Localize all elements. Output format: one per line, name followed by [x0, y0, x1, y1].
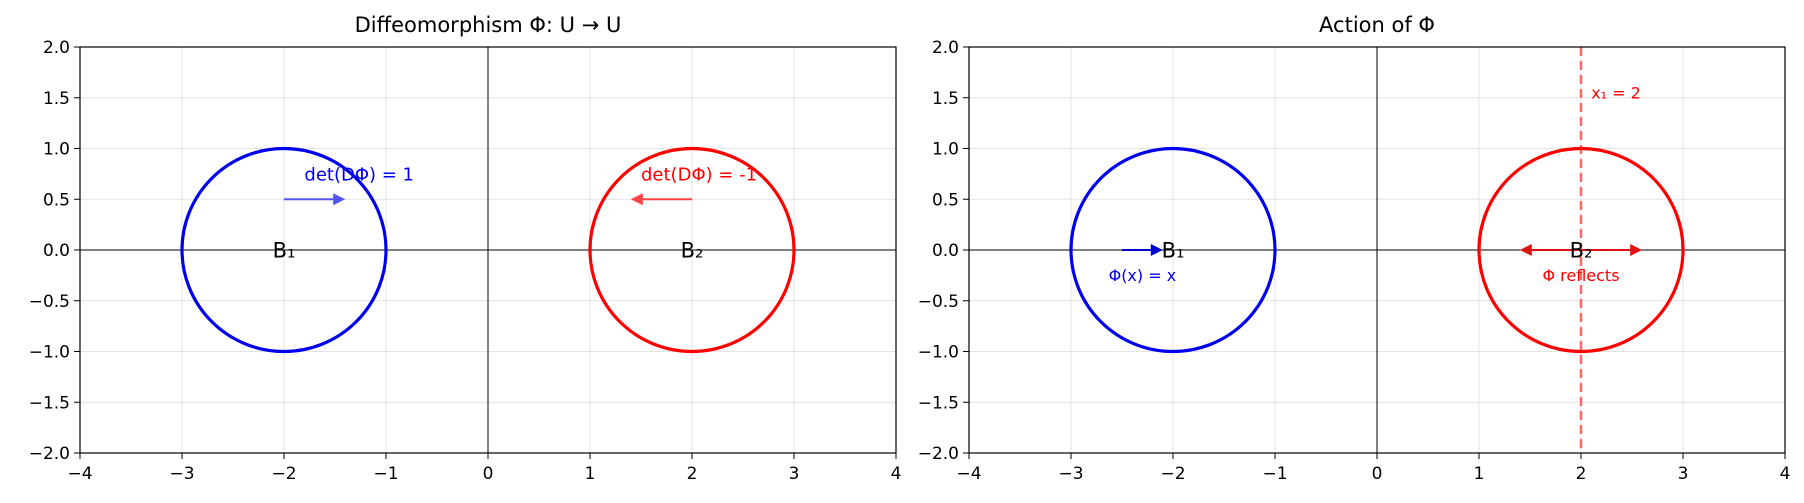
y-tick-label: 0.0	[932, 241, 959, 261]
chart-title: Action of Φ	[1319, 13, 1435, 37]
y-tick-label: 1.0	[932, 140, 959, 160]
x-tick-label: 1	[1474, 464, 1485, 484]
y-tick-label: 0.5	[43, 190, 70, 210]
annotation-label: B₂	[681, 239, 704, 263]
x-tick-label: −4	[956, 464, 981, 484]
x-tick-label: 4	[1780, 464, 1791, 484]
x-tick-label: −2	[1160, 464, 1185, 484]
annotation-label: Φ(x) = x	[1109, 266, 1177, 285]
chart-title: Diffeomorphism Φ: U → U	[355, 13, 622, 37]
left-chart: −4 −3 −2 −1 0 1 2 3 4 −2.0 −1.5 −1.0 −0.5 0.0 0.5 1.0 1.…	[29, 13, 902, 484]
y-tick-label: 1.0	[43, 140, 70, 160]
x-tick-label: −3	[169, 464, 194, 484]
y-tick-label: −0.5	[29, 292, 70, 312]
arrow-0-head	[1150, 244, 1163, 256]
x-tick-label: −4	[67, 464, 92, 484]
right-chart: −4 −3 −2 −1 0 1 2 3 4 −2.0 −1.5 −1.0 −0.5 0.0 0.5 1.0 1.…	[918, 13, 1791, 484]
x-tick-label: 3	[1678, 464, 1689, 484]
annotation-label: B₁	[1162, 239, 1185, 263]
y-tick-label: −1.0	[918, 343, 959, 363]
x-tick-label: 1	[585, 464, 596, 484]
y-tick-label: −2.0	[29, 444, 70, 464]
arrow-1-head	[1630, 244, 1643, 256]
circle-0	[180, 146, 388, 354]
y-tick-label: −1.5	[29, 393, 70, 413]
annotation-label: det(DΦ) = -1	[641, 164, 757, 185]
circle-0	[1069, 146, 1277, 354]
arrow-2-head	[1519, 244, 1532, 256]
x-tick-label: 2	[687, 464, 698, 484]
x-tick-label: −3	[1058, 464, 1083, 484]
annotation-label: Φ reflects	[1542, 266, 1619, 285]
y-tick-label: −2.0	[918, 444, 959, 464]
y-tick-label: −0.5	[918, 292, 959, 312]
arrow-0-head	[333, 193, 346, 206]
x-tick-label: −2	[271, 464, 296, 484]
x-tick-label: 3	[789, 464, 800, 484]
y-tick-label: 2.0	[932, 38, 959, 58]
circle-1	[1477, 146, 1685, 354]
y-tick-label: −1.0	[29, 343, 70, 363]
y-tick-label: 0.0	[43, 241, 70, 261]
x-tick-label: 0	[483, 464, 494, 484]
annotation-label: B₁	[273, 239, 296, 263]
x-tick-label: 4	[891, 464, 902, 484]
y-tick-label: −1.5	[918, 393, 959, 413]
y-tick-label: 1.5	[43, 89, 70, 109]
annotation-label: x₁ = 2	[1591, 83, 1641, 102]
x-tick-label: −1	[373, 464, 398, 484]
x-tick-label: 0	[1372, 464, 1383, 484]
annotation-label: B₂	[1570, 239, 1593, 263]
y-tick-label: 1.5	[932, 89, 959, 109]
circle-1	[588, 146, 796, 354]
annotation-label: det(DΦ) = 1	[304, 164, 414, 185]
y-tick-label: 0.5	[932, 190, 959, 210]
x-tick-label: 2	[1576, 464, 1587, 484]
x-tick-label: −1	[1262, 464, 1287, 484]
arrow-1-head	[630, 193, 643, 206]
y-tick-label: 2.0	[43, 38, 70, 58]
